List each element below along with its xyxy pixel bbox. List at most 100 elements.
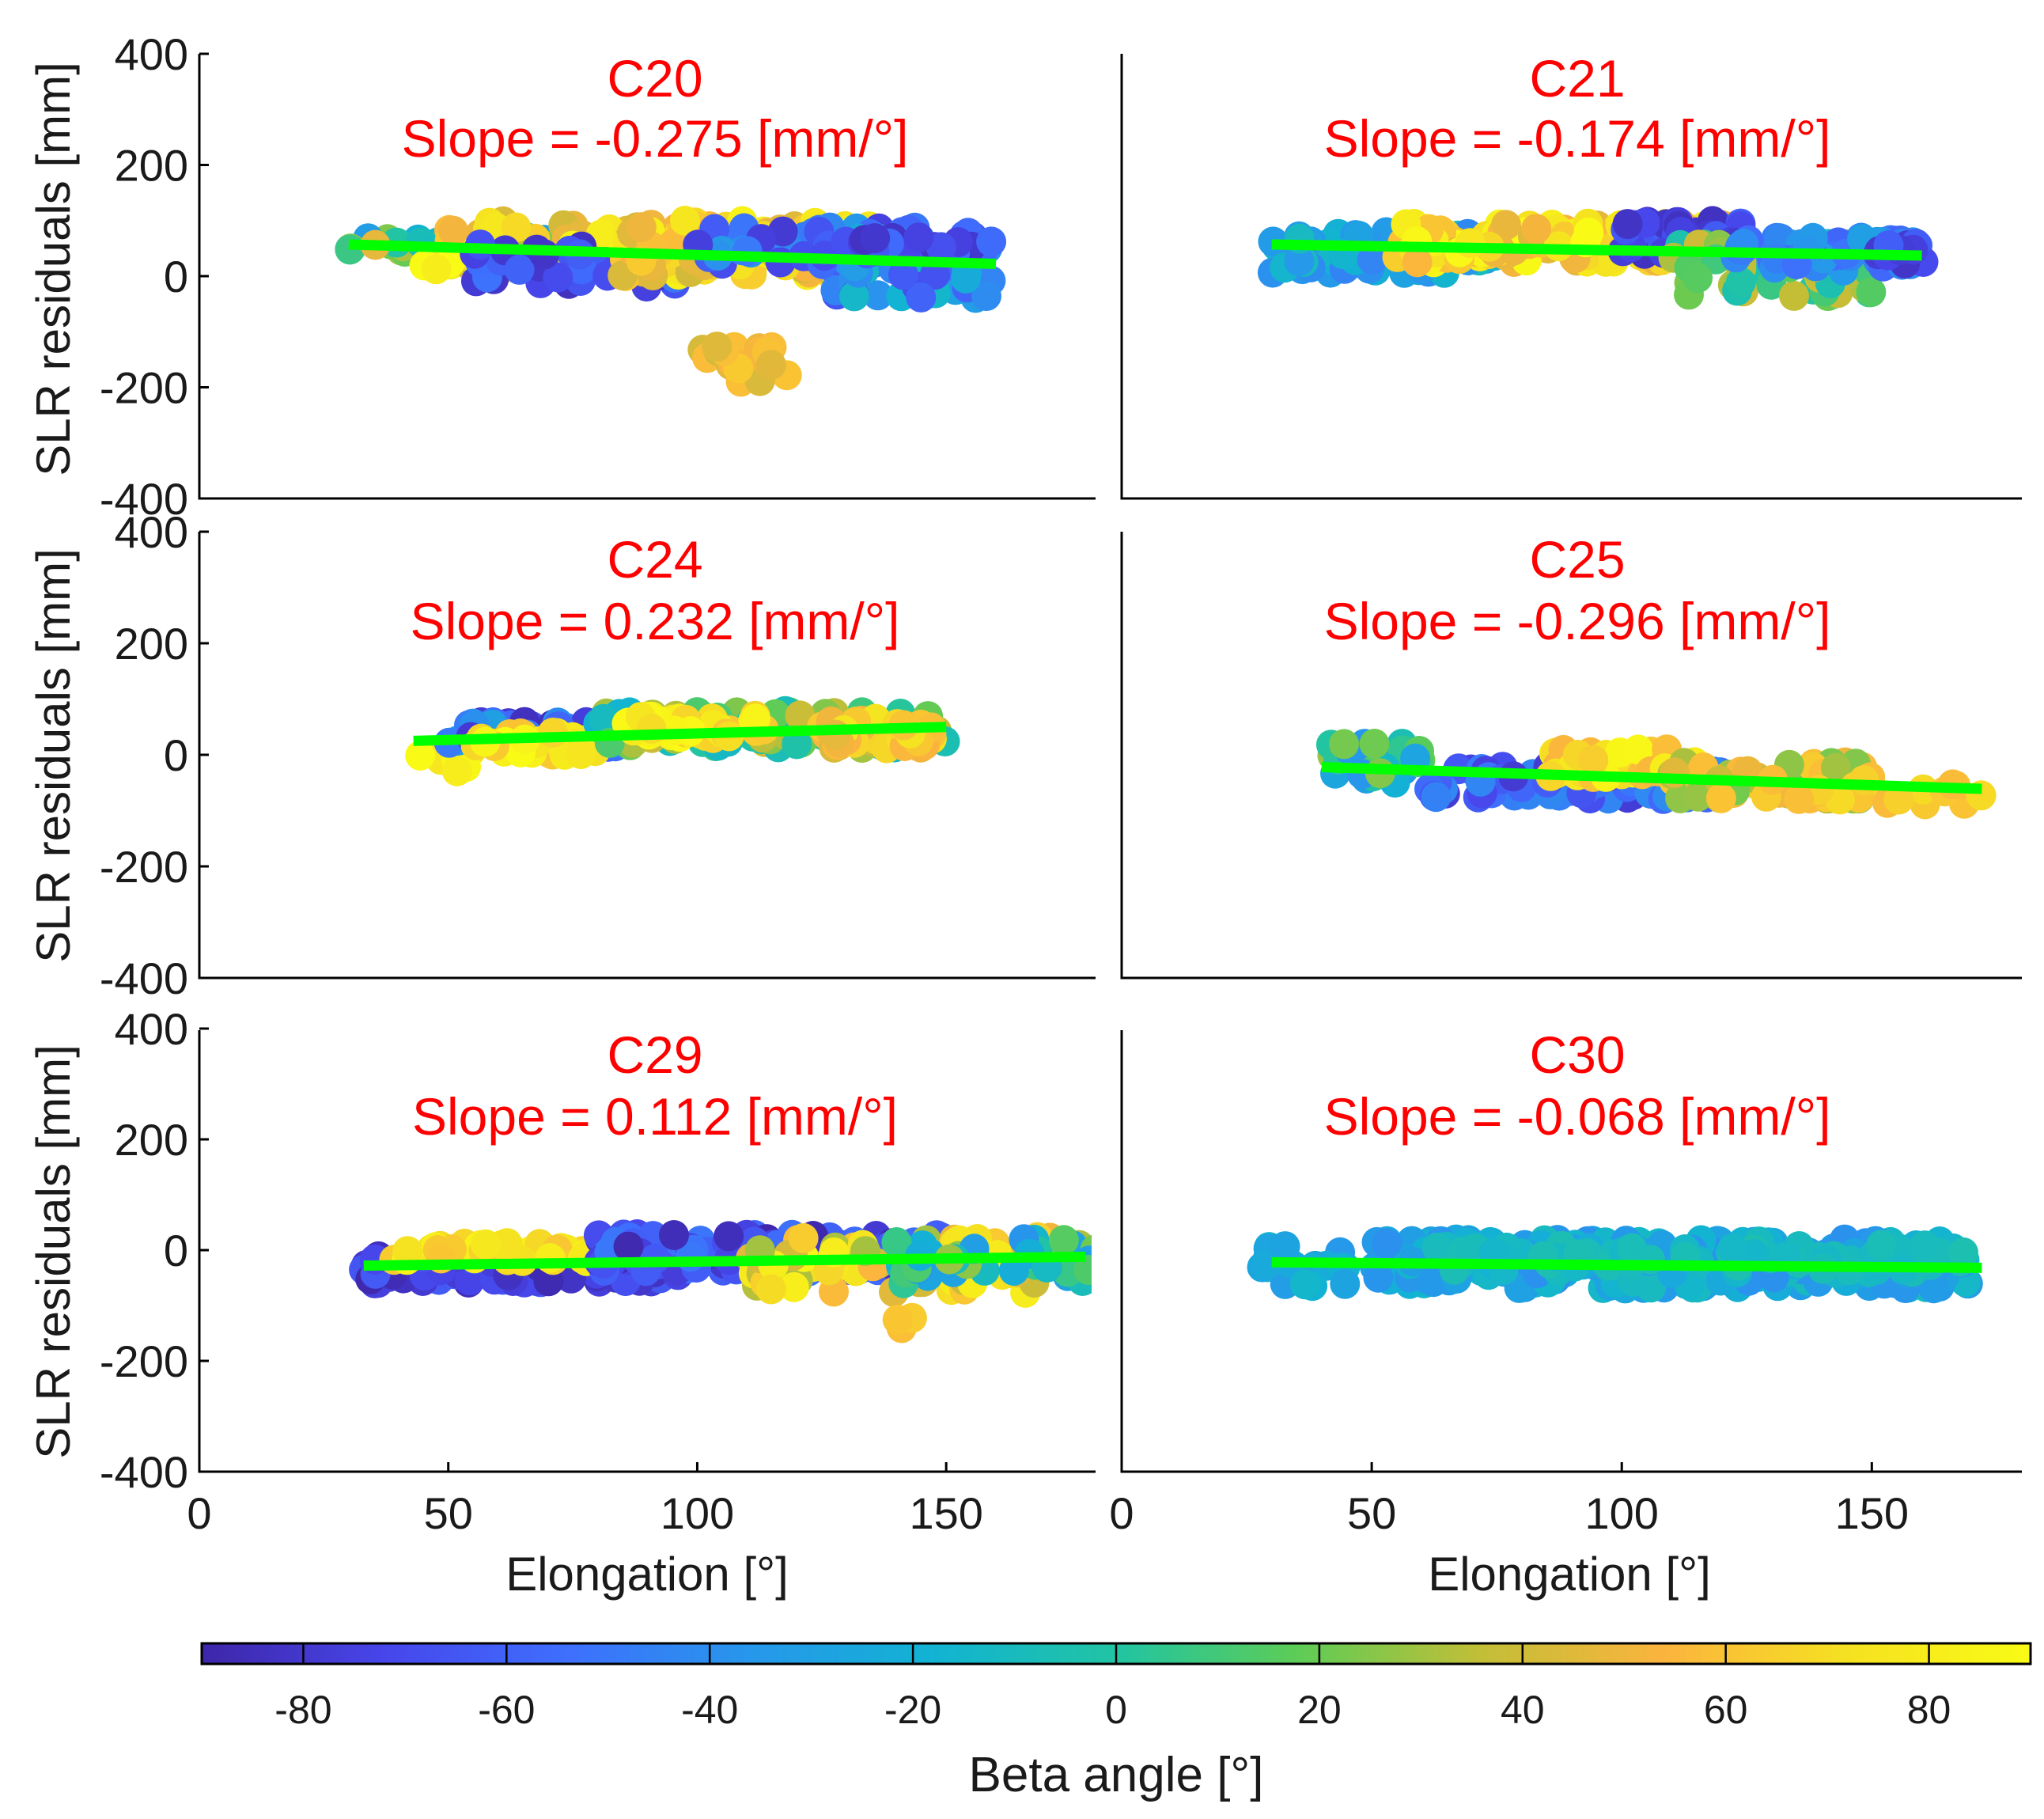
y-ticks-c24: 400 200 0 -200 -400 bbox=[100, 507, 209, 1003]
panel-title-c20: C20 bbox=[607, 49, 702, 108]
data-point bbox=[670, 206, 700, 236]
data-point bbox=[504, 254, 535, 285]
data-point bbox=[1329, 729, 1360, 760]
data-point bbox=[1270, 1231, 1300, 1262]
y-tick-label: -200 bbox=[100, 363, 188, 413]
data-point bbox=[626, 212, 657, 243]
y-tick-label: -400 bbox=[100, 953, 188, 1003]
slope-label-c25: Slope = -0.296 [mm/°] bbox=[1324, 592, 1831, 650]
data-point bbox=[1883, 784, 1914, 815]
data-point bbox=[392, 1236, 423, 1267]
slope-label-c21: Slope = -0.174 [mm/°] bbox=[1324, 109, 1831, 168]
data-point bbox=[501, 212, 532, 243]
panel-title-c21: C21 bbox=[1529, 49, 1625, 108]
data-point bbox=[1330, 1268, 1361, 1299]
x-tick-label: 0 bbox=[187, 1488, 211, 1538]
data-point bbox=[782, 729, 812, 760]
data-point bbox=[1421, 1232, 1452, 1263]
data-point bbox=[1705, 783, 1736, 813]
data-point bbox=[1683, 781, 1713, 812]
data-point bbox=[702, 332, 732, 362]
data-point bbox=[860, 223, 891, 253]
y-tick-label: 0 bbox=[164, 252, 188, 301]
data-point bbox=[1363, 1262, 1394, 1293]
slope-label-c20: Slope = -0.275 [mm/°] bbox=[402, 109, 909, 168]
y-ticks-c29: 400 200 0 -200 -400 bbox=[100, 1004, 209, 1497]
data-point bbox=[659, 1220, 689, 1250]
data-point bbox=[778, 1271, 809, 1302]
x-tick-label: 100 bbox=[661, 1488, 734, 1538]
y-axis-label-row3: SLR residuals [mm] bbox=[27, 1044, 80, 1458]
y-tick-label: -200 bbox=[100, 1336, 188, 1386]
panel-title-c25: C25 bbox=[1529, 530, 1625, 589]
x-axis-label-left: Elongation [°] bbox=[505, 1548, 789, 1601]
data-point bbox=[1866, 1230, 1897, 1260]
colorbar-tick-label: -60 bbox=[478, 1688, 535, 1732]
x-tick-label: 0 bbox=[1109, 1488, 1134, 1538]
data-point bbox=[405, 741, 436, 771]
data-point bbox=[976, 226, 1007, 257]
panel-c20: 400 200 0 -200 -400 C20 Slope = -0.275 [mm/°… bbox=[100, 29, 1096, 524]
scatter-points-c29 bbox=[349, 1219, 1092, 1343]
data-point bbox=[1289, 1269, 1320, 1300]
data-point bbox=[1779, 280, 1809, 311]
data-point bbox=[1717, 1233, 1748, 1264]
data-point bbox=[1784, 783, 1814, 814]
fit-line-c29 bbox=[363, 1251, 1086, 1271]
y-tick-label: 400 bbox=[115, 1004, 188, 1054]
fit-line-c21 bbox=[1271, 239, 1922, 261]
data-point bbox=[543, 262, 573, 293]
y-tick-label: 0 bbox=[164, 730, 188, 780]
panel-c29: 400 200 0 -200 -400 C29 Slope = 0.112 [mm/°] bbox=[100, 1004, 1096, 1497]
x-tick-label: 150 bbox=[909, 1488, 982, 1538]
scatter-points-c20 bbox=[335, 206, 1007, 397]
x-tick-label: 100 bbox=[1585, 1488, 1659, 1538]
data-point bbox=[755, 1274, 786, 1305]
colorbar-tick-label: 0 bbox=[1105, 1688, 1127, 1732]
panel-c25: C25 Slope = -0.296 [mm/°] bbox=[1120, 530, 2022, 980]
data-point bbox=[1725, 267, 1756, 297]
y-tick-label: -400 bbox=[100, 474, 188, 524]
y-tick-label: -200 bbox=[100, 842, 188, 892]
panel-c30: C30 Slope = -0.068 [mm/°] bbox=[1120, 1025, 2022, 1473]
colorbar-title: Beta angle [°] bbox=[969, 1748, 1264, 1802]
x-ticks-right: 0 50 100 150 bbox=[1109, 1462, 1909, 1538]
y-axis-label-row1: SLR residuals [mm] bbox=[27, 62, 80, 476]
data-point bbox=[1402, 247, 1433, 278]
panel-title-c30: C30 bbox=[1529, 1025, 1625, 1084]
data-point bbox=[1491, 210, 1521, 241]
x-axis-label-right: Elongation [°] bbox=[1428, 1548, 1711, 1601]
axes-c21 bbox=[1120, 54, 2022, 500]
data-point bbox=[1521, 214, 1552, 244]
data-point bbox=[1616, 1233, 1647, 1264]
data-point bbox=[1910, 1230, 1940, 1261]
data-point bbox=[755, 350, 786, 381]
colorbar-tick-label: 80 bbox=[1907, 1688, 1951, 1732]
fit-line-c25 bbox=[1321, 762, 1982, 794]
data-point bbox=[998, 1256, 1029, 1286]
data-point bbox=[1284, 246, 1315, 277]
colorbar-tick-label: -80 bbox=[274, 1688, 331, 1732]
data-point bbox=[421, 254, 452, 285]
colorbar-tick-label: -20 bbox=[884, 1688, 941, 1732]
data-point bbox=[903, 222, 934, 253]
data-point bbox=[1357, 244, 1387, 275]
fit-line-c24 bbox=[413, 722, 947, 746]
data-point bbox=[1048, 1225, 1079, 1256]
y-tick-label: 400 bbox=[115, 29, 188, 79]
data-point bbox=[971, 281, 1001, 312]
data-point bbox=[613, 1231, 644, 1262]
data-point bbox=[588, 703, 619, 734]
data-point bbox=[492, 1228, 523, 1259]
data-point bbox=[714, 1221, 744, 1252]
fit-line-c30 bbox=[1271, 1256, 1982, 1273]
colorbar-tick-label: 20 bbox=[1297, 1688, 1342, 1732]
data-point bbox=[925, 232, 956, 263]
data-point bbox=[1578, 745, 1609, 775]
data-point bbox=[1856, 277, 1887, 308]
data-point bbox=[950, 263, 981, 294]
panel-title-c24: C24 bbox=[607, 530, 702, 589]
colorbar-ticks: -80 -60 -40 -20 0 20 40 60 80 bbox=[274, 1643, 1951, 1732]
y-tick-label: -400 bbox=[100, 1447, 188, 1497]
